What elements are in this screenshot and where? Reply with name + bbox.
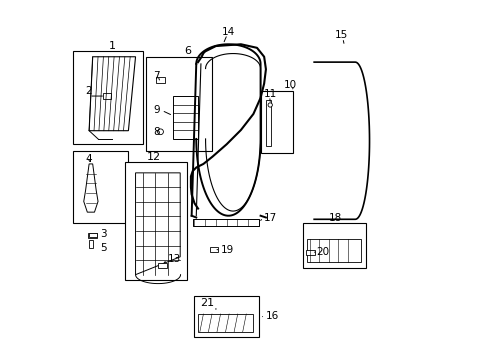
- Bar: [102, 94, 111, 99]
- Bar: [89, 240, 93, 248]
- Text: 18: 18: [328, 212, 342, 222]
- Polygon shape: [83, 164, 98, 212]
- Text: 2: 2: [85, 86, 92, 96]
- Bar: [73, 152, 128, 223]
- Text: 7: 7: [153, 71, 160, 81]
- Bar: [156, 77, 164, 82]
- Polygon shape: [89, 57, 135, 131]
- Text: 13: 13: [167, 253, 181, 264]
- Text: 6: 6: [183, 46, 190, 57]
- Polygon shape: [135, 173, 180, 275]
- Text: 11: 11: [264, 89, 277, 99]
- Bar: [306, 239, 360, 262]
- Text: 21: 21: [200, 298, 214, 308]
- Text: 3: 3: [100, 229, 106, 239]
- Circle shape: [267, 103, 272, 107]
- Bar: [260, 91, 292, 153]
- Bar: [305, 249, 314, 255]
- Text: 5: 5: [100, 243, 106, 253]
- Bar: [192, 219, 258, 226]
- Bar: [173, 96, 198, 139]
- Text: 10: 10: [283, 80, 296, 90]
- Bar: [194, 296, 258, 337]
- Bar: [124, 162, 187, 280]
- Bar: [158, 263, 166, 268]
- Bar: [89, 233, 97, 237]
- Text: 4: 4: [85, 154, 92, 163]
- Text: 20: 20: [315, 247, 328, 257]
- Circle shape: [157, 129, 163, 135]
- Bar: [192, 219, 258, 226]
- Text: 19: 19: [221, 245, 234, 255]
- Text: 17: 17: [264, 212, 277, 222]
- Text: 15: 15: [334, 30, 347, 40]
- Text: 8: 8: [153, 127, 160, 137]
- Bar: [209, 247, 218, 252]
- Bar: [73, 51, 142, 144]
- Bar: [198, 314, 253, 332]
- Text: 12: 12: [146, 152, 160, 162]
- Text: 14: 14: [222, 27, 235, 37]
- Bar: [146, 57, 212, 152]
- Bar: [265, 100, 271, 146]
- Text: 9: 9: [153, 105, 160, 115]
- Bar: [303, 223, 365, 267]
- Text: 1: 1: [109, 41, 116, 51]
- Text: 16: 16: [265, 311, 279, 321]
- Bar: [88, 233, 97, 238]
